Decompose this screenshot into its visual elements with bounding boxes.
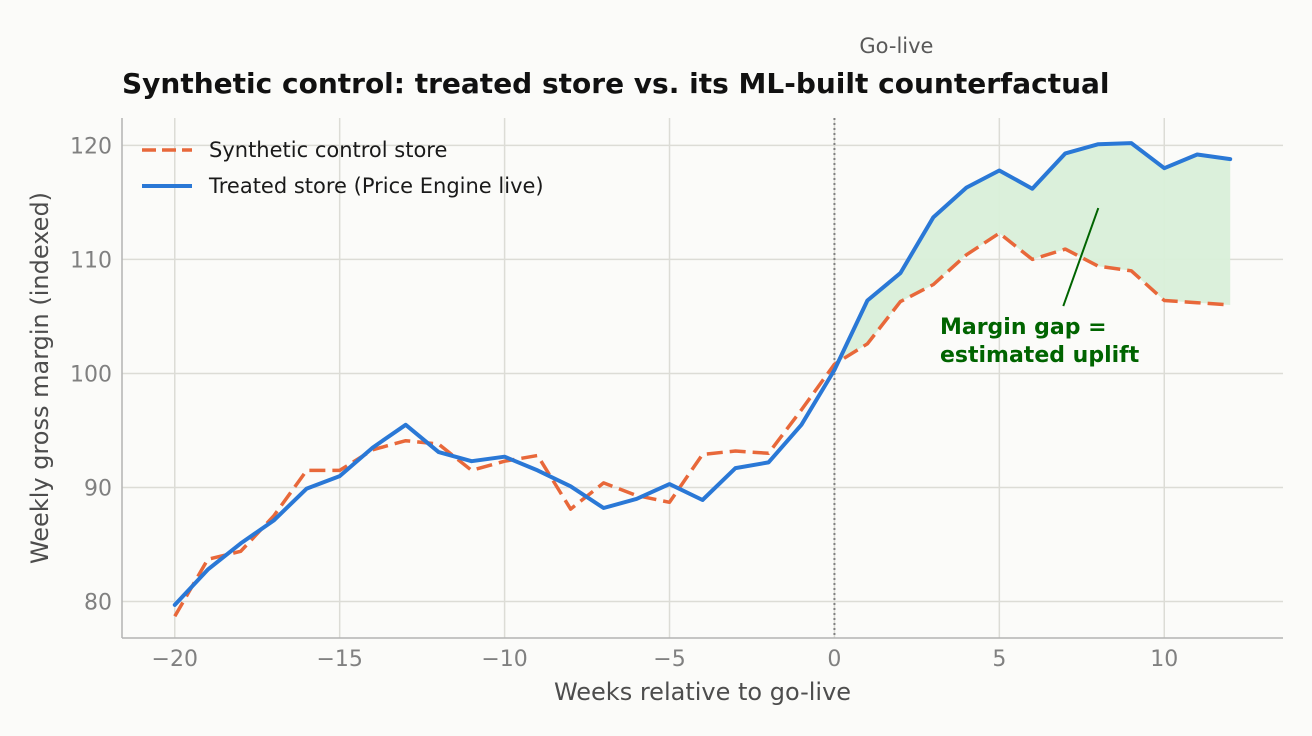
x-tick-label: 0 [827, 647, 841, 672]
tick-labels: −20 −15 −10 −5 0 5 10 80 90 100 110 120 [70, 134, 1178, 672]
y-tick-label: 100 [70, 362, 112, 387]
x-tick-label: −5 [653, 647, 685, 672]
annotation-line-2: estimated uplift [940, 343, 1140, 368]
margin-gap-fill [834, 143, 1231, 370]
annotation-arrow [1062, 207, 1100, 307]
y-tick-label: 90 [84, 476, 112, 501]
axes [121, 118, 1283, 639]
synthetic-control-line [173, 231, 1231, 618]
y-tick-label: 110 [70, 248, 112, 273]
uplift-annotation: Margin gap = estimated uplift [940, 207, 1140, 368]
legend-label-synthetic: Synthetic control store [209, 138, 447, 162]
legend-label-treated: Treated store (Price Engine live) [208, 174, 544, 198]
chart-title: Synthetic control: treated store vs. its… [122, 67, 1110, 100]
treated-store-line [172, 141, 1233, 607]
y-tick-label: 120 [70, 134, 112, 159]
x-tick-label: −10 [481, 647, 527, 672]
annotation-line-1: Margin gap = [940, 315, 1107, 340]
x-axis-label: Weeks relative to go-live [554, 678, 851, 706]
x-tick-label: −20 [152, 647, 198, 672]
go-live-label: Go-live [859, 34, 933, 58]
x-tick-label: 5 [992, 647, 1006, 672]
y-tick-label: 80 [84, 591, 112, 616]
x-tick-label: 10 [1150, 647, 1178, 672]
y-axis-label: Weekly gross margin (indexed) [26, 192, 54, 564]
series-lines [172, 141, 1233, 618]
legend: Synthetic control store Treated store (P… [142, 138, 544, 198]
x-tick-label: −15 [316, 647, 362, 672]
